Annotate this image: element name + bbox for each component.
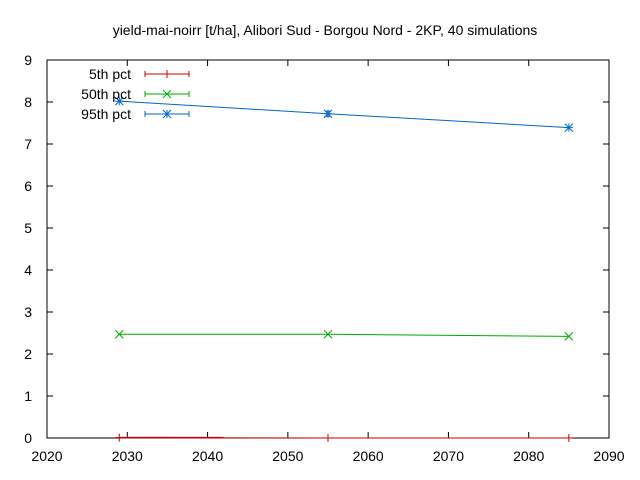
data-point: [564, 434, 573, 442]
y-tick-label: 4: [24, 262, 32, 278]
data-point: [115, 433, 124, 442]
y-tick-label: 6: [24, 178, 32, 194]
series-line: [119, 333, 569, 337]
legend-label: 95th pct: [81, 106, 131, 122]
y-tick-label: 3: [24, 304, 32, 320]
y-tick-label: 2: [24, 346, 32, 362]
legend-marker: [162, 109, 172, 119]
data-point: [323, 109, 333, 119]
data-point: [564, 123, 574, 132]
series-2: [114, 329, 574, 341]
series-1: [115, 433, 573, 442]
legend: 5th pct 50th pct 95th pct: [81, 66, 190, 122]
series-3: [114, 96, 574, 132]
y-axis: 0 1 2 3 4 5 6 7 8 9: [24, 52, 609, 446]
data-point: [114, 96, 124, 106]
data-point: [323, 329, 333, 339]
x-tick-label: 2090: [593, 448, 624, 464]
y-tick-label: 9: [24, 52, 32, 68]
x-tick-label: 2060: [353, 448, 384, 464]
legend-marker: [163, 70, 171, 78]
y-tick-label: 1: [24, 388, 32, 404]
y-tick-label: 7: [24, 136, 32, 152]
data-point: [564, 332, 574, 341]
legend-label: 5th pct: [89, 66, 131, 82]
series-layer: [114, 96, 574, 442]
x-tick-label: 2040: [192, 448, 223, 464]
y-tick-label: 8: [24, 94, 32, 110]
x-tick-label: 2070: [433, 448, 464, 464]
legend-label: 50th pct: [81, 86, 131, 102]
chart-title: yield-mai-noirr [t/ha], Alibori Sud - Bo…: [113, 22, 538, 38]
legend-marker: [162, 89, 172, 99]
x-axis: 2020 2030 2040 2050 2060 2070 2080 2090: [31, 60, 625, 464]
data-point: [324, 434, 332, 442]
x-tick-label: 2020: [31, 448, 62, 464]
y-tick-label: 0: [24, 430, 32, 446]
data-point: [114, 329, 124, 339]
y-tick-label: 5: [24, 220, 32, 236]
x-tick-label: 2030: [112, 448, 143, 464]
x-tick-label: 2080: [513, 448, 544, 464]
x-tick-label: 2050: [272, 448, 303, 464]
